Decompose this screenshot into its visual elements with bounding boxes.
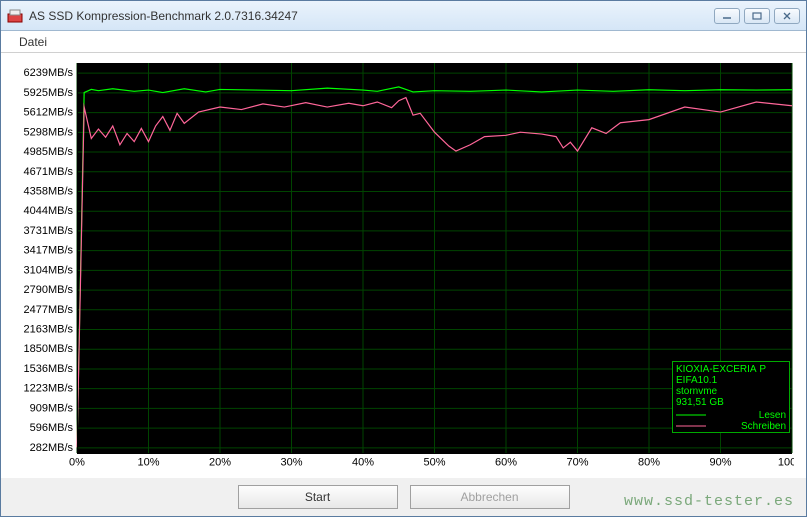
cancel-button[interactable]: Abbrechen bbox=[410, 485, 570, 509]
watermark: www.ssd-tester.es bbox=[624, 493, 794, 510]
maximize-button[interactable] bbox=[744, 8, 770, 24]
menu-file[interactable]: Datei bbox=[11, 33, 55, 51]
app-window: AS SSD Kompression-Benchmark 2.0.7316.34… bbox=[0, 0, 807, 517]
start-button[interactable]: Start bbox=[238, 485, 398, 509]
button-bar: Start Abbrechen www.ssd-tester.es bbox=[1, 478, 806, 516]
titlebar: AS SSD Kompression-Benchmark 2.0.7316.34… bbox=[1, 1, 806, 31]
app-icon bbox=[7, 8, 23, 24]
chart-area bbox=[1, 53, 806, 478]
window-title: AS SSD Kompression-Benchmark 2.0.7316.34… bbox=[29, 9, 714, 23]
window-controls bbox=[714, 8, 800, 24]
menubar: Datei bbox=[1, 31, 806, 53]
minimize-button[interactable] bbox=[714, 8, 740, 24]
benchmark-chart bbox=[13, 61, 794, 473]
close-button[interactable] bbox=[774, 8, 800, 24]
